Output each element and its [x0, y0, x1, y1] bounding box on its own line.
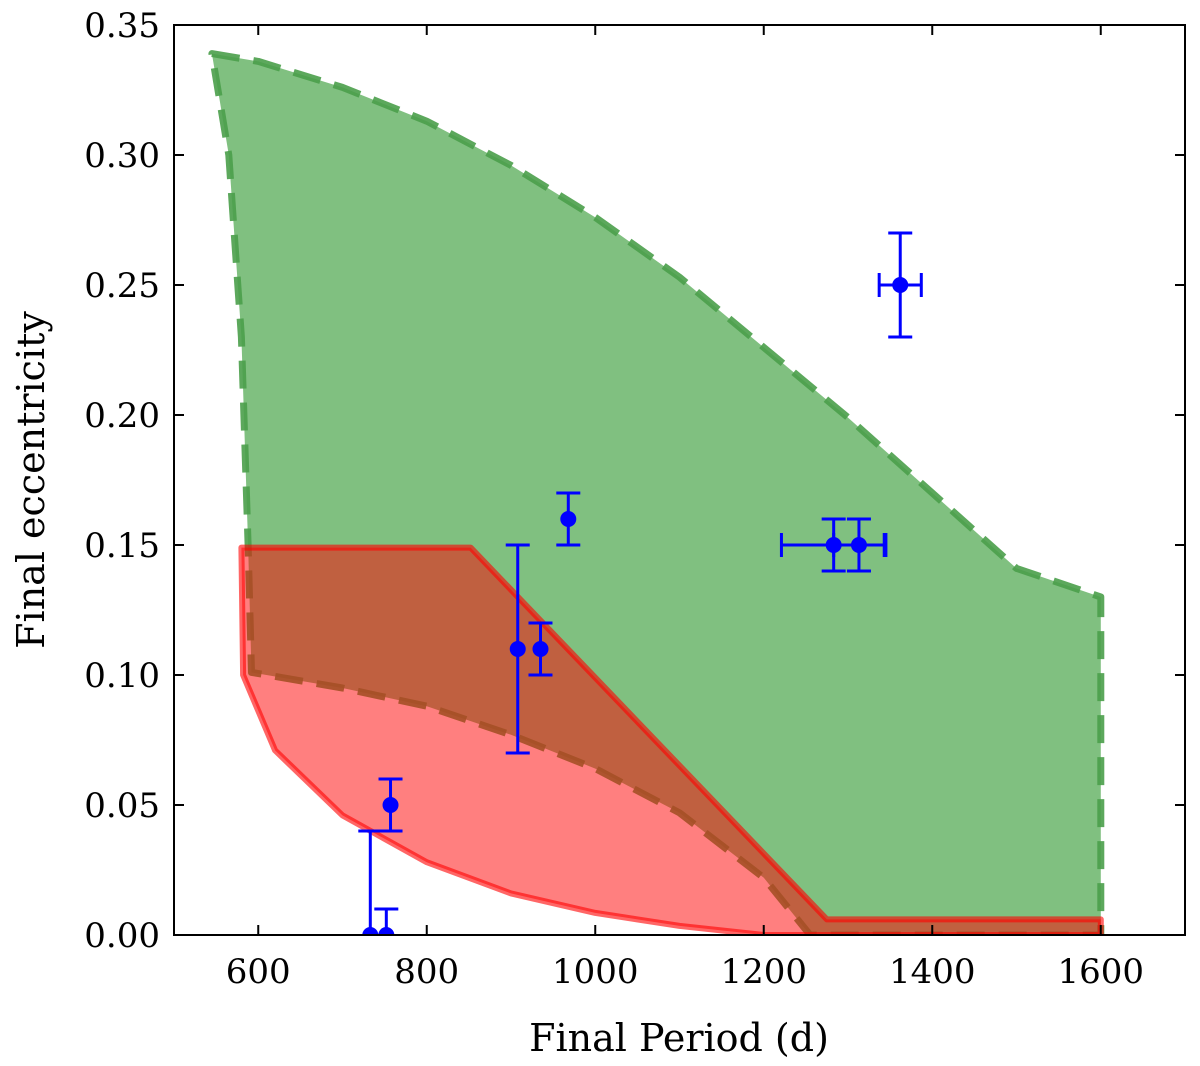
y-tick-label: 0.10: [84, 656, 160, 696]
data-point-marker: [850, 537, 867, 553]
x-tick-label: 800: [394, 952, 459, 992]
data-point-1: [358, 829, 383, 935]
region-1-fill: [211, 53, 1101, 935]
data-point-9: [877, 231, 923, 339]
plot-frame: [173, 24, 1186, 936]
data-point-4: [505, 543, 530, 755]
data-point-8: [832, 517, 886, 573]
data-point-marker: [382, 797, 399, 813]
x-tick-label: 600: [226, 952, 291, 992]
region-2-fill: [241, 547, 1101, 935]
y-tick-label: 0.25: [84, 266, 160, 306]
y-tick-label: 0.00: [84, 916, 160, 956]
y-tick-label: 0.15: [84, 526, 160, 566]
y-tick-label: 0.20: [84, 396, 160, 436]
data-point-marker: [509, 641, 526, 657]
x-tick-label: 1600: [1057, 952, 1144, 992]
region-2: [238, 544, 1104, 935]
x-tick-label: 1200: [720, 952, 807, 992]
x-tick-label: 1000: [552, 952, 639, 992]
data-point-6: [556, 491, 581, 547]
data-point-marker: [892, 277, 909, 293]
x-axis-label: Final Period (d): [529, 1016, 829, 1060]
data-point-marker: [378, 927, 395, 935]
y-axis-label: Final eccentricity: [9, 311, 53, 649]
data-point-marker: [362, 927, 379, 935]
region-2-outline: [238, 544, 1104, 935]
y-tick-label: 0.05: [84, 786, 160, 826]
y-tick-label: 0.30: [84, 136, 160, 176]
x-tick-label: 1400: [889, 952, 976, 992]
data-point-2: [374, 907, 399, 935]
data-point-5: [528, 621, 553, 677]
data-point-3: [378, 777, 403, 833]
y-tick-label: 0.35: [84, 6, 160, 46]
data-point-marker: [532, 641, 549, 657]
data-point-marker: [560, 511, 577, 527]
